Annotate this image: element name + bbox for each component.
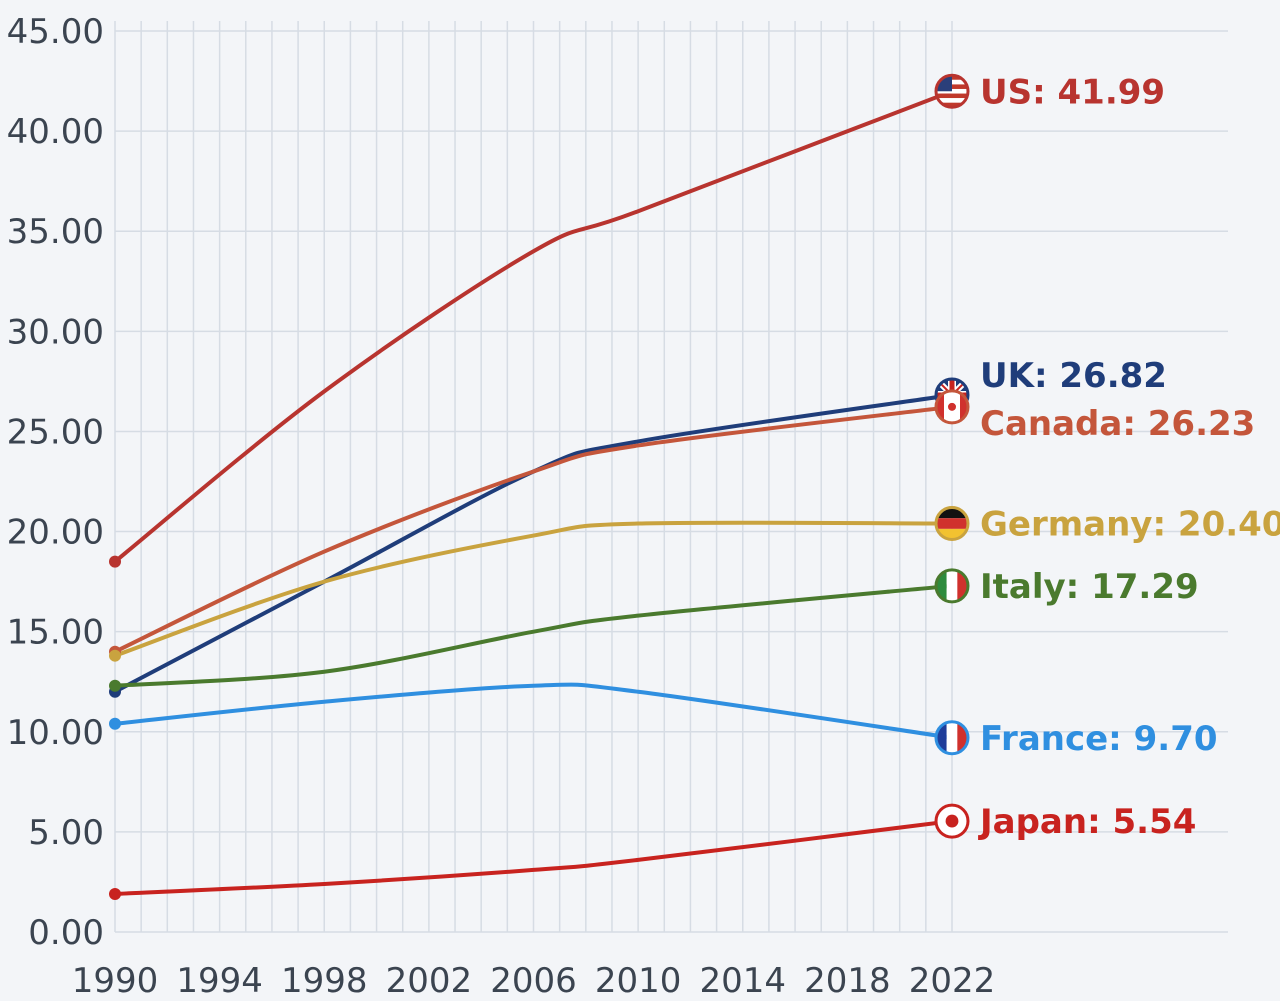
series-line-france [113,682,954,740]
end-marker-canada [934,389,970,425]
end-marker-france [934,720,970,756]
y-tick-label: 30.00 [7,312,104,352]
grid [114,21,1228,933]
series-line-germany [113,520,954,658]
series-end-labels: US: 41.99 UK: 26.82 Canada: 26.23 Germany: … [978,72,1280,842]
series-lines [113,89,954,896]
marker-ring [934,506,970,542]
y-tick-label: 25.00 [7,412,104,452]
end-label-italy: Italy: 17.29 [980,567,1199,607]
start-point-germany [109,649,121,662]
end-marker-us [934,73,970,109]
france-flag-icon [936,721,968,754]
end-label-japan: Japan: 5.54 [978,802,1196,842]
x-tick-label: 1994 [176,961,263,1001]
y-axis-ticks: 0.00 5.00 10.00 15.00 20.00 25.00 30.00 35.00 40… [7,12,104,953]
end-label-us: US: 41.99 [980,72,1165,112]
x-tick-label: 2002 [386,961,473,1001]
x-tick-label: 2010 [595,961,682,1001]
end-label-germany: Germany: 20.40 [980,505,1280,545]
marker-ring [934,568,970,604]
start-point-japan [109,887,121,900]
start-point-italy [109,679,121,692]
marker-ring [934,720,970,756]
y-tick-label: 10.00 [7,713,104,753]
start-point-france [109,717,121,730]
end-label-uk: UK: 26.82 [980,356,1167,396]
series-line-canada [113,404,954,654]
marker-ring [934,73,970,109]
x-tick-label: 2014 [699,961,786,1001]
marker-ring [934,389,970,425]
series-line-us [113,89,954,564]
y-tick-label: 40.00 [7,112,104,152]
series-markers [109,73,970,900]
marker-ring [934,803,970,839]
us-flag-icon [936,75,968,108]
end-marker-germany [934,506,970,542]
end-label-france: France: 9.70 [980,719,1218,759]
end-marker-japan [934,803,970,839]
y-tick-label: 35.00 [7,212,104,252]
x-tick-label: 2006 [490,961,577,1001]
x-tick-label: 2022 [909,961,996,1001]
germany-flag-icon [936,507,968,540]
italy-flag-icon [936,569,968,602]
y-tick-label: 15.00 [7,613,104,653]
x-tick-label: 2018 [804,961,891,1001]
series-line-italy [113,583,954,688]
start-point-us [109,555,121,568]
series-line-japan [113,819,954,896]
y-tick-label: 0.00 [28,913,104,953]
x-tick-label: 1990 [72,961,159,1001]
x-tick-label: 1998 [281,961,368,1001]
y-tick-label: 20.00 [7,513,104,553]
x-axis-ticks: 1990 1994 1998 2002 2006 2010 2014 2018 2022 [72,961,996,1001]
end-label-canada: Canada: 26.23 [980,404,1255,444]
y-tick-label: 5.00 [28,813,104,853]
y-tick-label: 45.00 [7,12,104,52]
end-marker-italy [934,568,970,604]
